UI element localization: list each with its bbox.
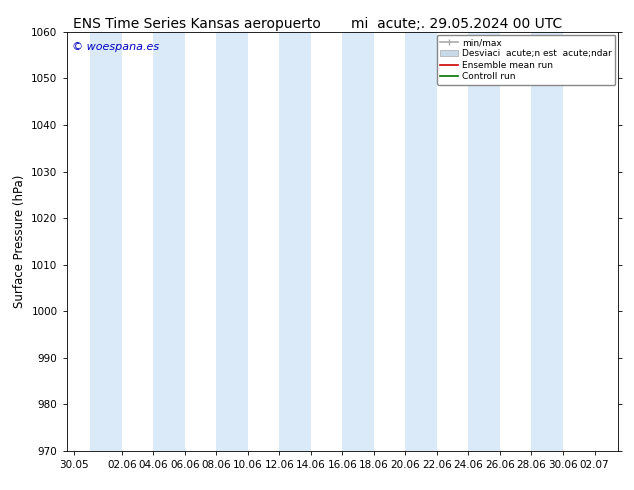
Legend: min/max, Desviaci  acute;n est  acute;ndar, Ensemble mean run, Controll run: min/max, Desviaci acute;n est acute;ndar… xyxy=(437,35,616,85)
Bar xyxy=(280,32,311,451)
Bar xyxy=(405,32,437,451)
Bar xyxy=(153,32,184,451)
Text: ENS Time Series Kansas aeropuerto: ENS Time Series Kansas aeropuerto xyxy=(73,17,320,31)
Bar xyxy=(90,32,122,451)
Text: © woespana.es: © woespana.es xyxy=(72,42,159,52)
Y-axis label: Surface Pressure (hPa): Surface Pressure (hPa) xyxy=(13,174,26,308)
Bar xyxy=(469,32,500,451)
Text: mi  acute;. 29.05.2024 00 UTC: mi acute;. 29.05.2024 00 UTC xyxy=(351,17,562,31)
Bar xyxy=(531,32,563,451)
Bar xyxy=(216,32,248,451)
Bar xyxy=(342,32,374,451)
